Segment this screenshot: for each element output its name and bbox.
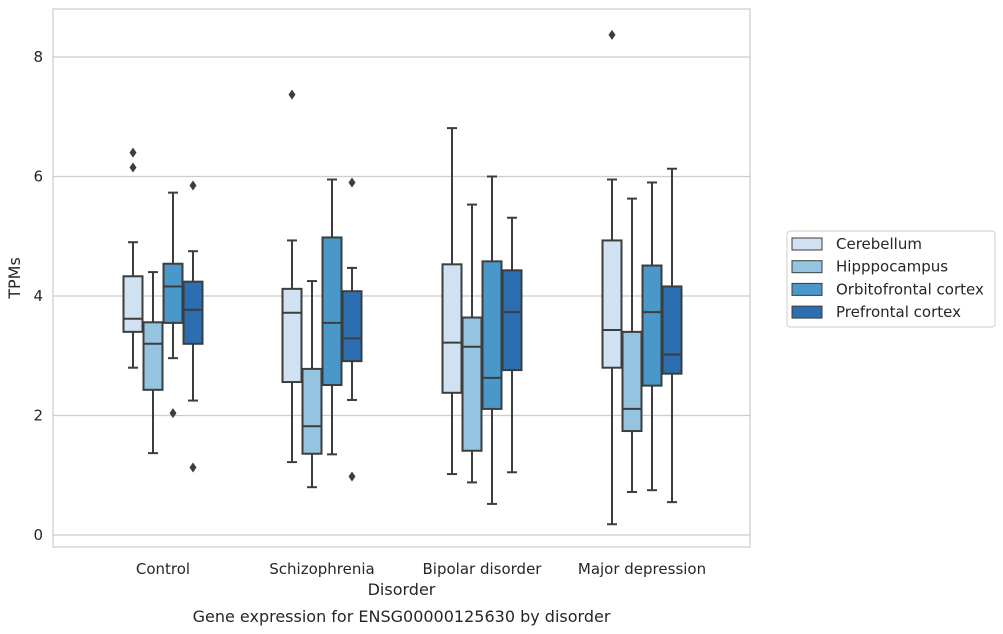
box-group	[321, 178, 343, 456]
box-group	[481, 175, 503, 505]
y-tick-label: 8	[33, 48, 43, 66]
legend-swatch	[791, 282, 823, 296]
box	[281, 287, 303, 384]
x-axis-title: Disorder	[368, 580, 436, 599]
outlier-marker	[129, 162, 137, 173]
plot-frame	[52, 8, 751, 548]
box	[641, 264, 663, 387]
box-group	[122, 147, 144, 369]
outlier-marker	[129, 147, 137, 158]
outlier-marker	[189, 462, 197, 473]
legend-label: Orbitofrontal cortex	[836, 280, 984, 298]
y-tick-label: 4	[33, 287, 43, 305]
box	[182, 280, 204, 345]
box	[481, 260, 503, 410]
y-tick-label: 0	[33, 526, 43, 544]
legend-swatch	[791, 260, 823, 274]
box	[122, 275, 144, 333]
box-group	[142, 271, 164, 455]
box	[621, 330, 643, 433]
outlier-marker	[348, 177, 356, 188]
box-group	[501, 216, 523, 474]
box-group	[461, 203, 483, 484]
box	[441, 263, 463, 394]
box	[301, 367, 323, 455]
outlier-marker	[189, 180, 197, 191]
legend-label: Prefrontal cortex	[836, 303, 961, 321]
legend-swatch	[791, 305, 823, 319]
box-group	[601, 29, 623, 526]
box-group	[162, 191, 184, 419]
x-axis-ticks: Control Schizophrenia Bipolar disorder Majo…	[136, 560, 706, 578]
box-group	[281, 89, 303, 464]
box	[501, 269, 523, 372]
box	[321, 236, 343, 387]
chart-caption: Gene expression for ENSG00000125630 by d…	[193, 607, 611, 626]
legend-label: Hipppocampus	[836, 258, 948, 276]
box-group	[441, 127, 463, 476]
box-group	[182, 180, 204, 473]
outlier-marker	[169, 408, 177, 419]
box	[341, 290, 363, 363]
box	[601, 239, 623, 369]
y-tick-label: 6	[33, 168, 43, 186]
y-tick-label: 2	[33, 407, 43, 425]
box-group	[301, 280, 323, 489]
box-group	[641, 181, 663, 492]
y-axis-ticks: 0 2 4 6 8	[33, 48, 43, 544]
box-plot-area	[122, 29, 683, 526]
x-tick-label: Bipolar disorder	[423, 560, 543, 578]
x-tick-label: Control	[136, 560, 190, 578]
outlier-marker	[288, 89, 296, 100]
outlier-marker	[348, 471, 356, 482]
x-tick-label: Major depression	[578, 560, 706, 578]
x-tick-label: Schizophrenia	[269, 560, 374, 578]
legend-label: Cerebellum	[836, 235, 922, 253]
legend-frame	[786, 230, 996, 328]
box	[142, 321, 164, 391]
box-group	[621, 197, 643, 493]
y-axis-title: TPMs	[5, 257, 24, 300]
outlier-marker	[608, 29, 616, 40]
legend-swatch	[791, 237, 823, 251]
box-group	[661, 167, 683, 504]
box	[461, 316, 483, 452]
legend: Cerebellum Hipppocampus Orbitofrontal cort…	[786, 230, 996, 328]
box-group	[341, 177, 363, 482]
box	[162, 262, 184, 324]
box	[661, 285, 683, 375]
